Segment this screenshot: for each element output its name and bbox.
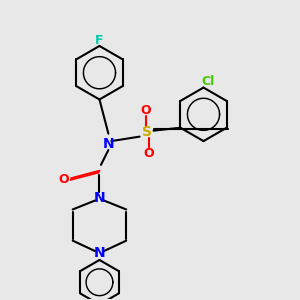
Text: O: O (143, 147, 154, 160)
Text: N: N (94, 245, 105, 260)
Text: N: N (103, 137, 114, 151)
Text: O: O (58, 173, 69, 186)
Text: S: S (142, 125, 152, 139)
Text: O: O (140, 104, 151, 117)
Text: Cl: Cl (201, 74, 214, 88)
Text: N: N (94, 190, 105, 205)
Text: F: F (95, 34, 104, 47)
